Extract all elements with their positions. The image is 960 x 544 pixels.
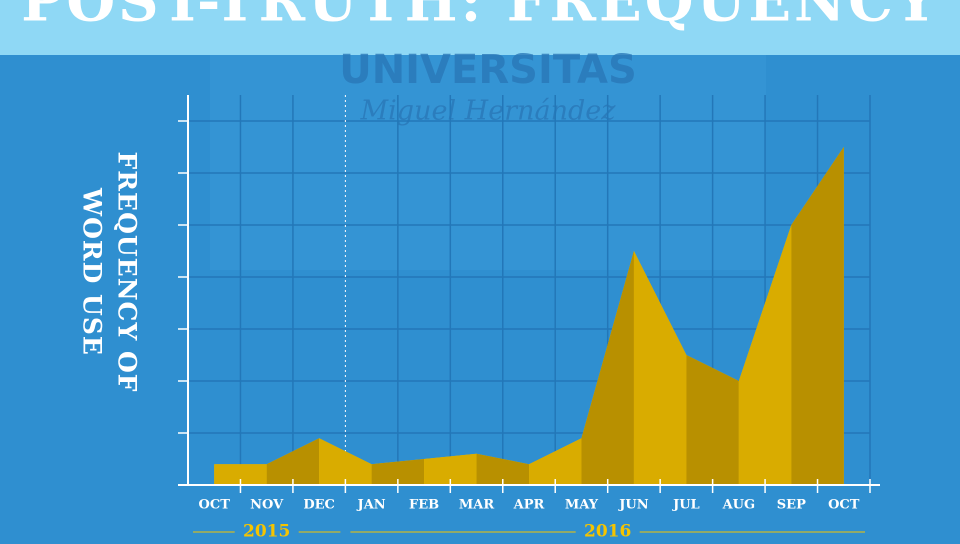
area-facet — [581, 251, 634, 485]
x-tick-label: MAY — [565, 498, 599, 513]
y-axis-label: FREQUENCY OF — [113, 151, 142, 392]
x-tick-label: JUL — [672, 498, 700, 513]
area-facet — [476, 453, 529, 485]
y-axis-label: WORD USE — [78, 187, 107, 356]
x-tick-label: AUG — [722, 498, 756, 513]
area-facet — [319, 438, 372, 485]
x-tick-label: OCT — [828, 498, 860, 513]
watermark-panel — [210, 55, 766, 270]
area-facet — [633, 251, 687, 485]
area-facet — [686, 355, 739, 485]
x-tick-label: DEC — [303, 498, 335, 513]
period-label: 2015 — [243, 522, 290, 542]
header-band — [0, 0, 960, 55]
period-label: 2016 — [584, 522, 631, 542]
x-tick-label: JUN — [618, 498, 648, 513]
x-tick-label: MAR — [459, 498, 494, 513]
x-tick-label: SEP — [777, 498, 806, 513]
area-facet — [738, 225, 792, 485]
x-tick-label: OCT — [199, 498, 231, 513]
watermark: UNIVERSITAS — [339, 47, 637, 93]
x-tick-label: NOV — [250, 498, 284, 513]
x-tick-label: FEB — [409, 498, 439, 513]
area-facet — [214, 464, 267, 485]
area-facet — [791, 147, 844, 485]
area-facet — [371, 459, 425, 485]
area-facet — [424, 453, 477, 485]
x-tick-label: JAN — [357, 498, 386, 513]
area-facet — [266, 438, 320, 485]
x-tick-label: APR — [513, 498, 545, 513]
area-facet — [529, 438, 582, 485]
chart-title: POST-TRUTH: FREQUENCY — [21, 0, 939, 35]
